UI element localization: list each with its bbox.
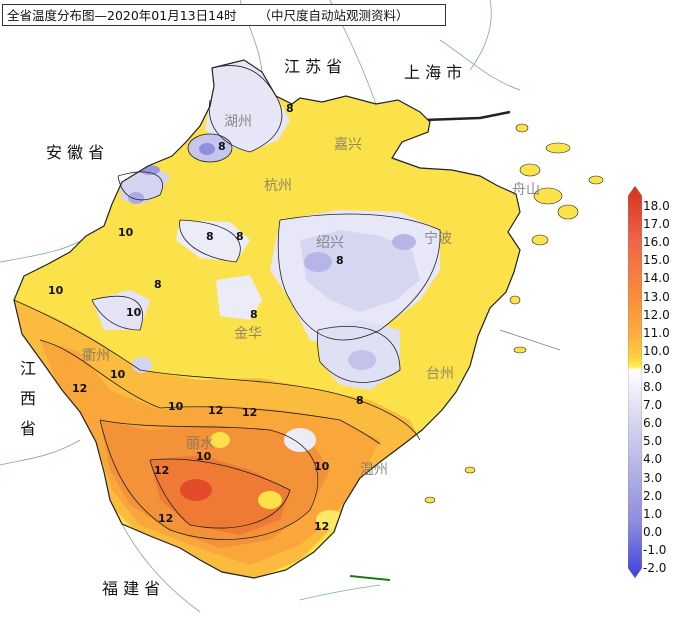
region-labels: 江 苏 省 上 海 市 安 徽 省 江 西 省 福 建 省	[20, 57, 462, 598]
region-label-jiangxi-1: 江	[20, 359, 36, 378]
sea-boundary	[499, 329, 561, 351]
city-label-wenzhou: 温州	[360, 462, 388, 478]
colorbar-tick-label: 13.0	[643, 289, 670, 304]
colorbar-tick-label: 2.0	[643, 488, 663, 503]
region-label-jiangxi-3: 省	[20, 419, 36, 438]
region-label-fujian: 福 建 省	[102, 579, 160, 598]
colorbar-tick-label: 1.0	[643, 506, 663, 521]
city-label-jinhua: 金华	[234, 326, 262, 342]
region-label-anhui: 安 徽 省	[46, 143, 104, 162]
contour-label-10: 10	[126, 306, 142, 319]
colorbar-tick-label: 9.0	[643, 361, 663, 376]
contour-label-10: 10	[314, 460, 330, 473]
contour-label-12: 12	[242, 406, 257, 419]
colorbar-tick-label: -1.0	[643, 542, 667, 557]
contour-label-12: 12	[154, 464, 169, 477]
colorbar-tick-label: 5.0	[643, 434, 663, 449]
colorbar-tick-label: 8.0	[643, 380, 663, 394]
contour-label-8: 8	[236, 230, 244, 243]
city-label-jiaxing: 嘉兴	[334, 137, 362, 153]
colorbar-tick-label: 7.0	[643, 398, 663, 413]
region-label-jiangsu: 江 苏 省	[284, 57, 342, 76]
contour-label-10: 10	[196, 450, 212, 463]
contour-label-8: 8	[218, 140, 226, 153]
coast-mark	[349, 575, 391, 581]
colorbar-tick-label: 17.0	[643, 217, 670, 232]
contour-label-8: 8	[286, 102, 294, 115]
colorbar-tick-label: 15.0	[643, 253, 670, 268]
map-title-source: （中尺度自动站观测资料）	[258, 8, 409, 23]
colorbar-tick-label: 11.0	[643, 325, 670, 340]
city-label-lishui: 丽水	[186, 436, 214, 452]
colorbar-tick-label: -2.0	[643, 561, 667, 575]
contour-label-10: 10	[118, 226, 134, 239]
contour-label-10: 10	[168, 400, 184, 413]
contour-label-10: 10	[110, 368, 126, 381]
colorbar-tick-label: 3.0	[643, 470, 663, 485]
region-label-shanghai: 上 海 市	[404, 63, 462, 82]
colorbar-tick-label: 6.0	[643, 416, 663, 431]
city-label-taizhou: 台州	[426, 366, 454, 382]
isotherm-lines	[13, 65, 441, 540]
city-label-huzhou: 湖州	[224, 114, 252, 130]
city-label-hangzhou: 杭州	[264, 178, 292, 194]
contour-label-12: 12	[158, 512, 173, 525]
contour-label-8: 8	[250, 308, 258, 321]
colorbar-tick-label: 16.0	[643, 235, 670, 250]
colorbar-tick-label: 12.0	[643, 307, 670, 322]
contour-label-12: 12	[208, 404, 223, 417]
contour-label-8: 8	[206, 230, 214, 243]
contour-label-10: 10	[48, 284, 64, 297]
map-title-main: 全省温度分布图—2020年01月13日14时	[7, 8, 237, 23]
contour-label-12: 12	[72, 382, 87, 395]
colorbar-tick-label: 14.0	[643, 271, 670, 286]
contour-label-8: 8	[356, 394, 364, 407]
city-label-shaoxing: 绍兴	[316, 235, 344, 251]
map-title: 全省温度分布图—2020年01月13日14时 （中尺度自动站观测资料）	[2, 4, 446, 26]
coastal-islands	[424, 123, 604, 504]
city-labels: 湖州 嘉兴 杭州 绍兴 宁波 金华 衢州 台州 丽水 温州 舟山	[82, 114, 540, 478]
contour-labels: 8 8 8 8 8 8 8 8 10 10 10 10 10 10 10 12 …	[48, 102, 364, 533]
contour-label-8: 8	[336, 254, 344, 267]
colorbar-tick-label: 0.0	[643, 524, 663, 539]
colorbar-tick-label: 10.0	[643, 343, 670, 358]
region-label-jiangxi-2: 西	[20, 389, 36, 408]
contour-label-8: 8	[154, 278, 162, 291]
city-label-quzhou: 衢州	[82, 347, 110, 364]
temperature-colorbar	[628, 186, 642, 578]
colorbar-tick-label: 4.0	[643, 452, 663, 467]
contour-label-12: 12	[314, 520, 329, 533]
city-label-ningbo: 宁波	[424, 230, 452, 247]
city-label-zhoushan: 舟山	[512, 182, 540, 198]
colorbar-tick-label: 18.0	[643, 199, 670, 213]
